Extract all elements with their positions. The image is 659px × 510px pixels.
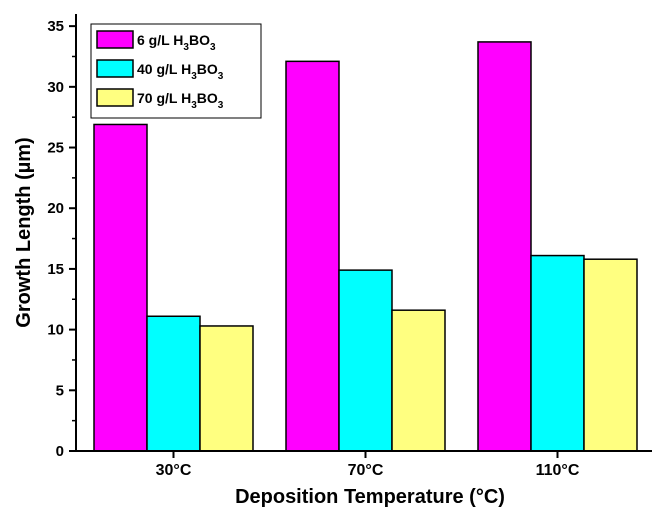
bar-3-1 — [199, 325, 254, 452]
y-tick-label-6: 30 — [47, 79, 64, 96]
legend-label-3: 70 g/L H3BO3 — [137, 90, 224, 111]
x-tick-label-1: 30°C — [156, 462, 192, 479]
y-tick-label-2: 10 — [47, 322, 64, 339]
axes-group: 30°C 70°C 110°C 0 5 10 15 20 25 30 35 — [47, 14, 652, 479]
x-tick-label-3: 110°C — [536, 462, 580, 479]
bar-3-3 — [583, 258, 638, 452]
x-axis-title: Deposition Temperature (°C) — [235, 486, 505, 508]
bar-1-1 — [93, 123, 148, 452]
legend: 6 g/L H3BO3 40 g/L H3BO3 70 g/L H3BO3 — [90, 23, 262, 119]
bar-1-3 — [477, 41, 532, 452]
y-tick-label-5: 25 — [47, 140, 64, 157]
y-tick-label-7: 35 — [47, 18, 64, 35]
legend-swatch-1 — [96, 30, 134, 49]
y-tick-label-4: 20 — [47, 200, 64, 217]
y-tick-label-0: 0 — [56, 443, 64, 460]
legend-label-1: 6 g/L H3BO3 — [137, 32, 216, 53]
bar-3-2 — [391, 309, 446, 452]
bars-group — [93, 41, 638, 452]
y-axis-title: Growth Length (µm) — [13, 137, 35, 327]
bar-1-2 — [285, 60, 340, 452]
legend-label-2: 40 g/L H3BO3 — [137, 61, 224, 82]
x-tick-label-2: 70°C — [348, 462, 384, 479]
legend-swatch-3 — [96, 88, 134, 107]
legend-swatch-2 — [96, 59, 134, 78]
y-tick-label-1: 5 — [56, 382, 64, 399]
bar-2-3 — [530, 254, 585, 452]
bar-2-2 — [338, 269, 393, 452]
bar-2-1 — [146, 315, 201, 452]
y-tick-label-3: 15 — [47, 261, 64, 278]
